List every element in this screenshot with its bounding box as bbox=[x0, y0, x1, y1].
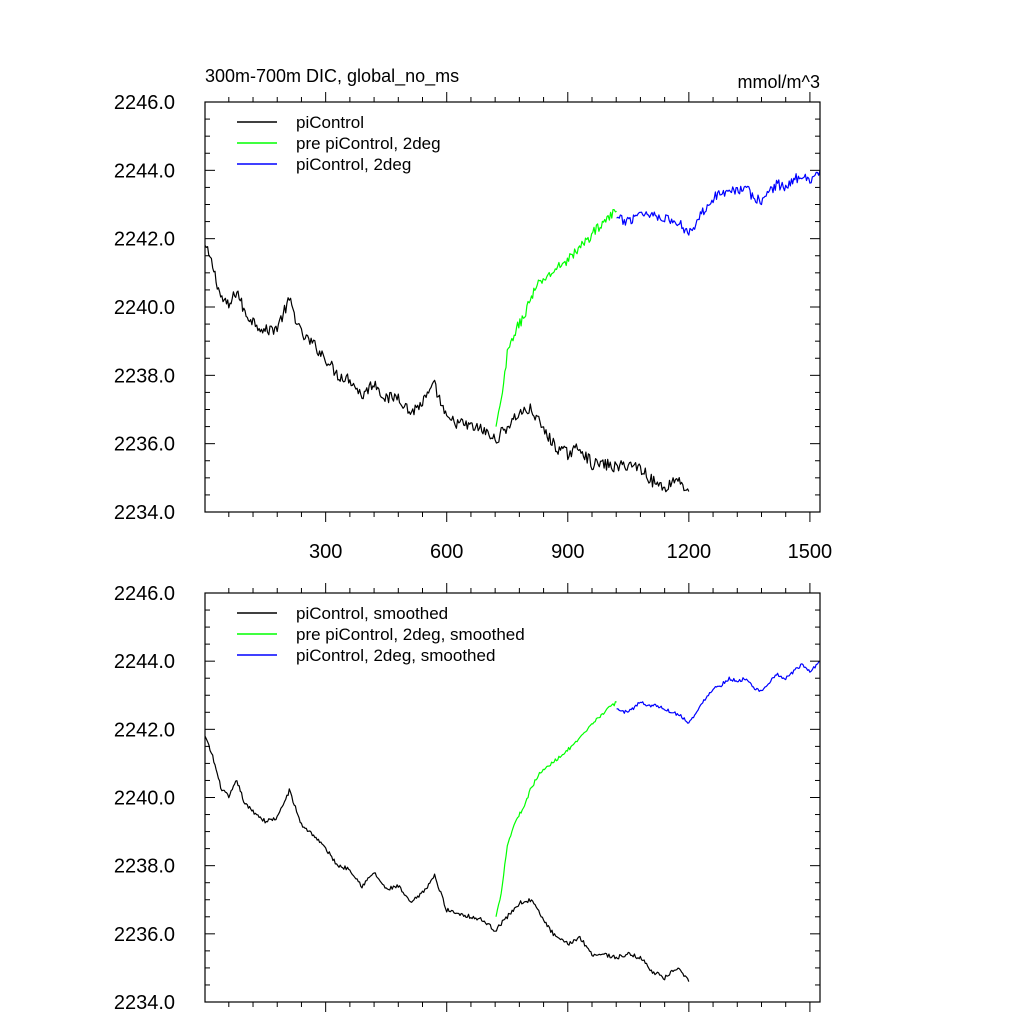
y-tick-label: 2242.0 bbox=[114, 719, 175, 741]
y-tick-label: 2238.0 bbox=[114, 856, 175, 878]
legend-label: piControl, 2deg, smoothed bbox=[296, 646, 495, 665]
y-tick-label: 2242.0 bbox=[114, 229, 175, 251]
y-tick-label: 2236.0 bbox=[114, 434, 175, 456]
legend-label: pre piControl, 2deg bbox=[296, 134, 441, 153]
series-line bbox=[495, 701, 617, 917]
y-tick-label: 2244.0 bbox=[114, 160, 175, 182]
legend-label: piControl bbox=[296, 113, 364, 132]
x-tick-label: 1500 bbox=[788, 541, 833, 563]
y-tick-label: 2238.0 bbox=[114, 365, 175, 387]
series-line bbox=[616, 170, 821, 236]
units-label: mmol/m^3 bbox=[738, 72, 820, 92]
y-tick-label: 2234.0 bbox=[114, 992, 175, 1014]
x-tick-label: 600 bbox=[430, 541, 463, 563]
panel-top: 2234.0 2236.0 2238.0 2240.0 2242.0 2244.0 2246… bbox=[114, 66, 832, 563]
series-line bbox=[495, 209, 617, 427]
chart-title: 300m-700m DIC, global_no_ms bbox=[205, 66, 459, 87]
y-tick-label: 2234.0 bbox=[114, 502, 175, 524]
y-tick-label: 2236.0 bbox=[114, 924, 175, 946]
x-tick-label: 300 bbox=[309, 541, 342, 563]
legend-label: piControl, 2deg bbox=[296, 155, 411, 174]
legend-label: piControl, smoothed bbox=[296, 604, 448, 623]
series-line bbox=[616, 660, 821, 724]
y-tick-label: 2246.0 bbox=[114, 583, 175, 605]
x-tick-label: 1200 bbox=[667, 541, 712, 563]
y-tick-label: 2240.0 bbox=[114, 297, 175, 319]
panel-bottom: 2234.0 2236.0 2238.0 2240.0 2242.0 2244.0 2246… bbox=[114, 583, 821, 1014]
x-tick-label: 900 bbox=[551, 541, 584, 563]
y-tick-label: 2246.0 bbox=[114, 92, 175, 114]
y-tick-label: 2240.0 bbox=[114, 788, 175, 810]
series-line bbox=[204, 245, 690, 493]
series-line bbox=[204, 735, 690, 982]
legend-label: pre piControl, 2deg, smoothed bbox=[296, 625, 525, 644]
y-tick-label: 2244.0 bbox=[114, 651, 175, 673]
